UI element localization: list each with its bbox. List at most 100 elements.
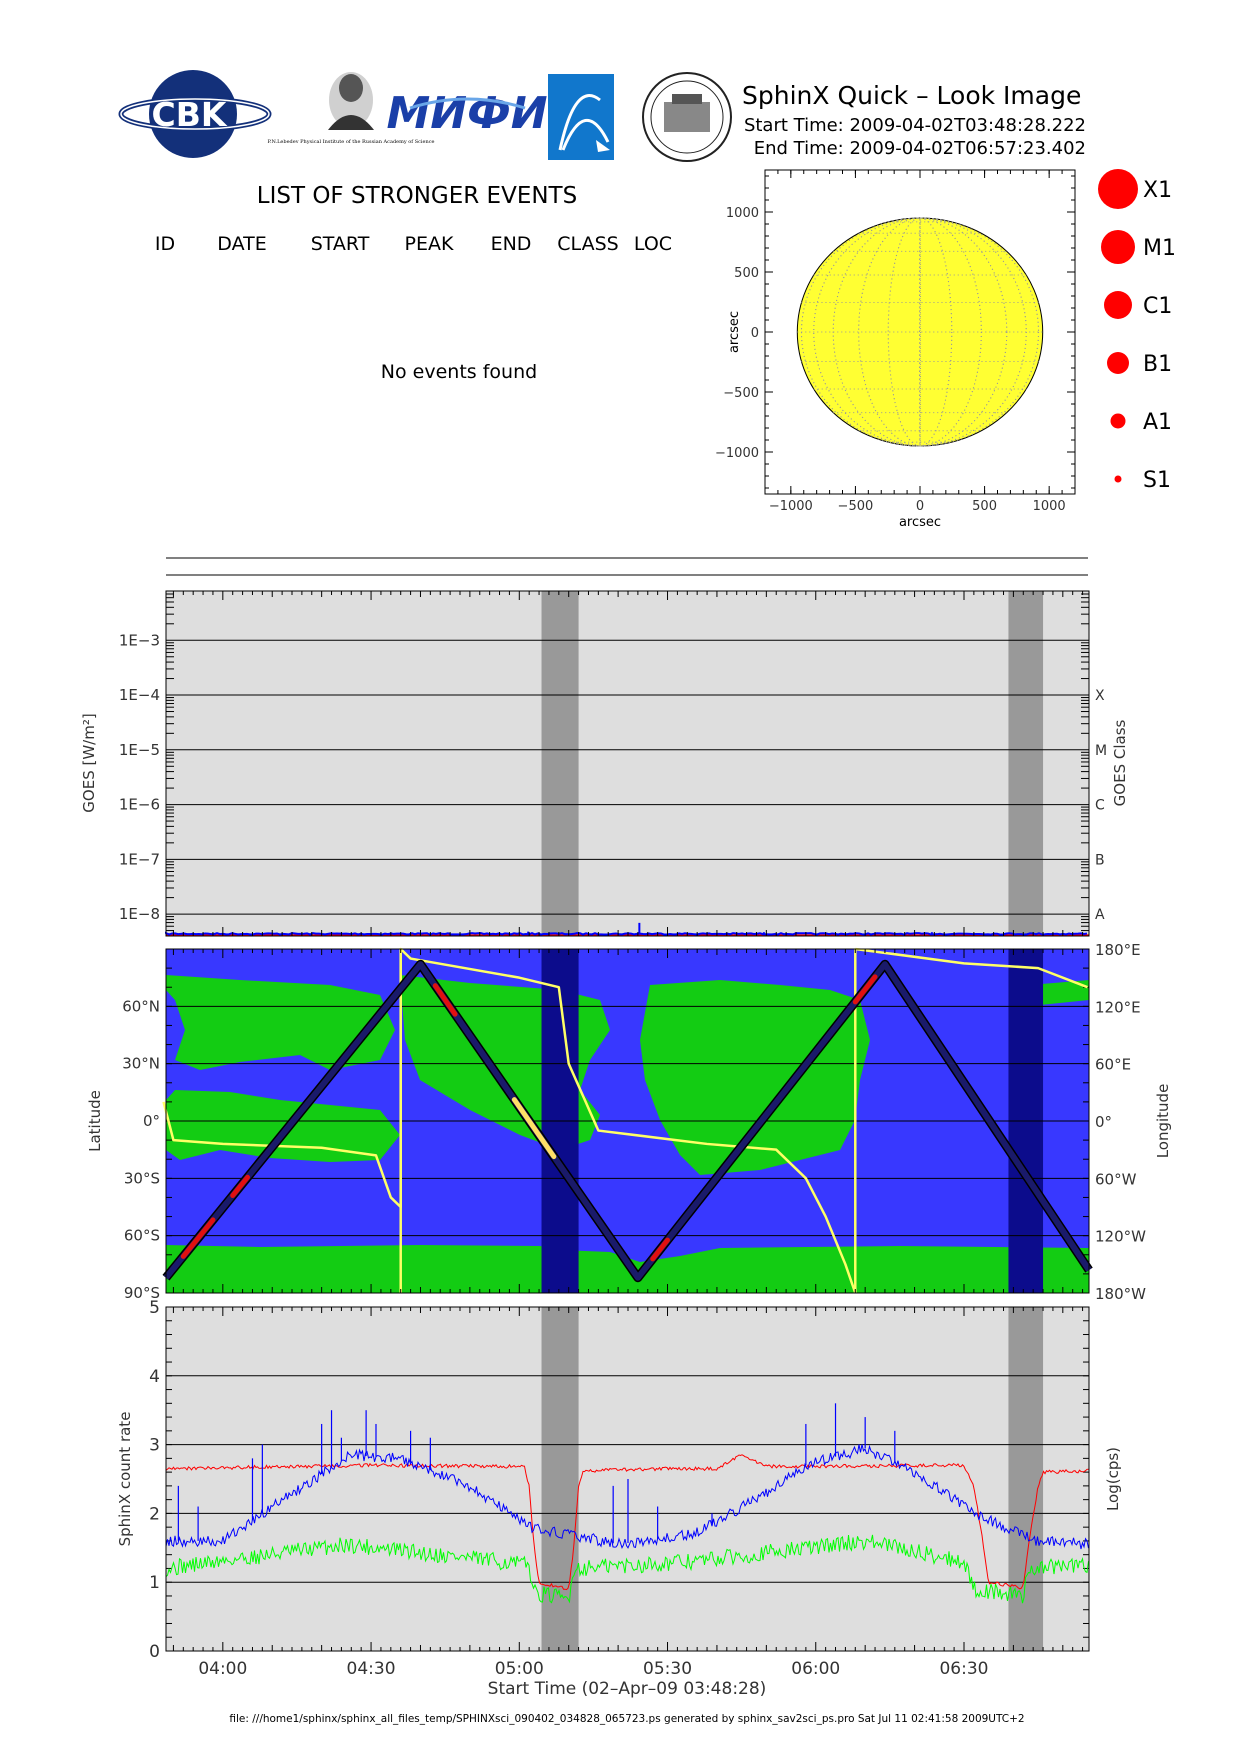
latitude-track-hot-segment bbox=[180, 1217, 216, 1259]
goes-class-label: X bbox=[1095, 688, 1105, 704]
count-rate-green-series bbox=[165, 1534, 1089, 1604]
time-xlabel: Start Time (02–Apr–09 03:48:28) bbox=[488, 1679, 767, 1699]
time-tick-label: 05:30 bbox=[643, 1659, 692, 1679]
orbit-track-panel: 90°S 60°S 30°S 0° 30°N 60°N 180°W 120°W 60°W 0° 60… bbox=[86, 941, 1172, 1303]
orbit-ytick-label: 90°S bbox=[124, 1284, 160, 1302]
orbit-right-tick-label: 0° bbox=[1095, 1113, 1112, 1131]
goes-ylabel: GOES [W/m²] bbox=[80, 713, 98, 812]
radiation-region bbox=[640, 980, 870, 1175]
goes-class-label: C bbox=[1095, 798, 1105, 814]
solar-disk-panel: −1000 −500 0 500 1000 −1000 −500 0 500 1000 arcse… bbox=[715, 169, 1076, 530]
cbk-logo-text: CBK bbox=[152, 95, 228, 134]
goes-ylabel-right: GOES Class bbox=[1111, 719, 1129, 806]
legend-marker-c1 bbox=[1104, 291, 1132, 319]
orbit-ylabel-right: Longitude bbox=[1154, 1084, 1172, 1159]
count-rate-red-series bbox=[165, 1454, 1089, 1591]
latitude-track-hot-segment bbox=[230, 1174, 251, 1199]
orbit-right-tick-label: 180°E bbox=[1095, 941, 1141, 959]
orbit-ylabel: Latitude bbox=[86, 1090, 104, 1152]
legend-marker-a1 bbox=[1110, 413, 1126, 429]
disk-xtick-label: 0 bbox=[916, 499, 924, 514]
goes-ytick-label: 1E−5 bbox=[119, 741, 160, 759]
orbit-ytick-label: 60°S bbox=[124, 1227, 160, 1245]
counts-ytick-label: 1 bbox=[149, 1573, 160, 1593]
goes-ytick-label: 1E−6 bbox=[119, 796, 160, 814]
eclipse-band bbox=[541, 591, 579, 936]
counts-ytick-label: 5 bbox=[149, 1298, 160, 1318]
orbit-right-tick-label: 180°W bbox=[1095, 1285, 1146, 1303]
cbk-pan-logo: CBK bbox=[118, 70, 272, 158]
goes-class-label: M bbox=[1095, 743, 1107, 759]
goes-plot-background bbox=[166, 591, 1089, 936]
agency-logo bbox=[548, 74, 614, 160]
lebedev-logo-text: P.N.Lebedev Physical Institute of the Ru… bbox=[268, 139, 435, 145]
time-tick-label: 04:00 bbox=[198, 1659, 247, 1679]
goes-ytick-label: 1E−4 bbox=[119, 686, 160, 704]
legend-marker-x1 bbox=[1098, 169, 1138, 209]
orbit-right-tick-label: 60°E bbox=[1095, 1056, 1131, 1074]
end-time-label: End Time: 2009-04-02T06:57:23.402 bbox=[754, 138, 1086, 159]
orbit-plot-frame bbox=[165, 948, 1090, 1294]
counts-ylabel: SphinX count rate bbox=[116, 1412, 134, 1547]
disk-longitude-line bbox=[800, 217, 1040, 447]
counts-ytick-label: 4 bbox=[149, 1367, 160, 1387]
legend-label-b1: B1 bbox=[1143, 352, 1172, 377]
legend-label-x1: X1 bbox=[1143, 178, 1172, 203]
goes-class-label: A bbox=[1095, 907, 1105, 923]
disk-ytick-label: 0 bbox=[751, 326, 759, 341]
goes-ytick-label: 1E−7 bbox=[119, 850, 160, 868]
legend-label-a1: A1 bbox=[1143, 410, 1172, 435]
legend-marker-b1 bbox=[1107, 352, 1129, 374]
orbit-ytick-label: 0° bbox=[143, 1112, 160, 1130]
radiation-region bbox=[1030, 980, 1089, 1005]
column-peak: PEAK bbox=[405, 233, 454, 255]
count-rate-panel: 0 1 2 3 4 5 04:00 04:30 05:00 05:30 06:00 06:30 Sph… bbox=[116, 1298, 1122, 1699]
disk-longitude-line bbox=[832, 217, 1008, 447]
disk-ytick-label: 1000 bbox=[726, 206, 759, 221]
eclipse-band bbox=[541, 1307, 579, 1651]
legend-label-c1: C1 bbox=[1143, 294, 1172, 319]
time-tick-label: 04:30 bbox=[347, 1659, 396, 1679]
counts-ytick-label: 3 bbox=[149, 1436, 160, 1456]
orbit-right-tick-label: 120°E bbox=[1095, 998, 1141, 1016]
footer-file-info: file: ///home1/sphinx/sphinx_all_files_t… bbox=[229, 1713, 1024, 1725]
disk-longitude-line bbox=[919, 217, 921, 447]
longitude-track-segment bbox=[855, 947, 1088, 989]
counts-plot-frame bbox=[165, 1306, 1090, 1652]
counts-ytick-label: 2 bbox=[149, 1504, 160, 1524]
goes-class-label: B bbox=[1095, 852, 1105, 868]
orbit-right-tick-label: 120°W bbox=[1095, 1228, 1146, 1246]
counts-ylabel-right: Log(cps) bbox=[1104, 1447, 1122, 1511]
latitude-track-hot-segment bbox=[511, 1097, 557, 1160]
column-start: START bbox=[311, 233, 370, 255]
column-loc: LOC bbox=[634, 233, 672, 255]
no-events-message: No events found bbox=[381, 361, 537, 383]
disk-xlabel: arcsec bbox=[899, 515, 941, 530]
longitude-track-segment bbox=[162, 947, 857, 1294]
goes-plot-frame bbox=[165, 590, 1090, 937]
university-seal-logo bbox=[642, 72, 732, 162]
orbit-ytick-label: 60°N bbox=[122, 997, 160, 1015]
orbit-ytick-label: 30°S bbox=[124, 1169, 160, 1187]
counts-ytick-label: 0 bbox=[149, 1642, 160, 1662]
eclipse-band bbox=[1008, 591, 1044, 936]
legend-marker-s1 bbox=[1114, 475, 1122, 483]
disk-ylabel: arcsec bbox=[727, 311, 742, 353]
disk-xtick-label: 500 bbox=[972, 499, 997, 514]
start-time-label: Start Time: 2009-04-02T03:48:28.222 bbox=[744, 115, 1086, 136]
column-date: DATE bbox=[217, 233, 266, 255]
latitude-track-hot-segment bbox=[432, 983, 458, 1017]
disk-xtick-label: 1000 bbox=[1033, 499, 1066, 514]
lebedev-portrait-logo: P.N.Lebedev Physical Institute of the Ru… bbox=[268, 72, 435, 145]
goes-ytick-label: 1E−8 bbox=[119, 905, 160, 923]
eclipse-band bbox=[1008, 1307, 1044, 1651]
column-class: CLASS bbox=[557, 233, 618, 255]
disk-ytick-label: 500 bbox=[734, 266, 759, 281]
time-tick-label: 06:30 bbox=[939, 1659, 988, 1679]
orbit-right-tick-label: 60°W bbox=[1095, 1170, 1137, 1188]
events-header-row: ID DATE START PEAK END CLASS LOC bbox=[155, 233, 672, 255]
disk-longitude-line bbox=[813, 217, 1027, 447]
flare-class-legend: X1 M1 C1 B1 A1 S1 bbox=[1098, 169, 1176, 493]
column-id: ID bbox=[155, 233, 175, 255]
